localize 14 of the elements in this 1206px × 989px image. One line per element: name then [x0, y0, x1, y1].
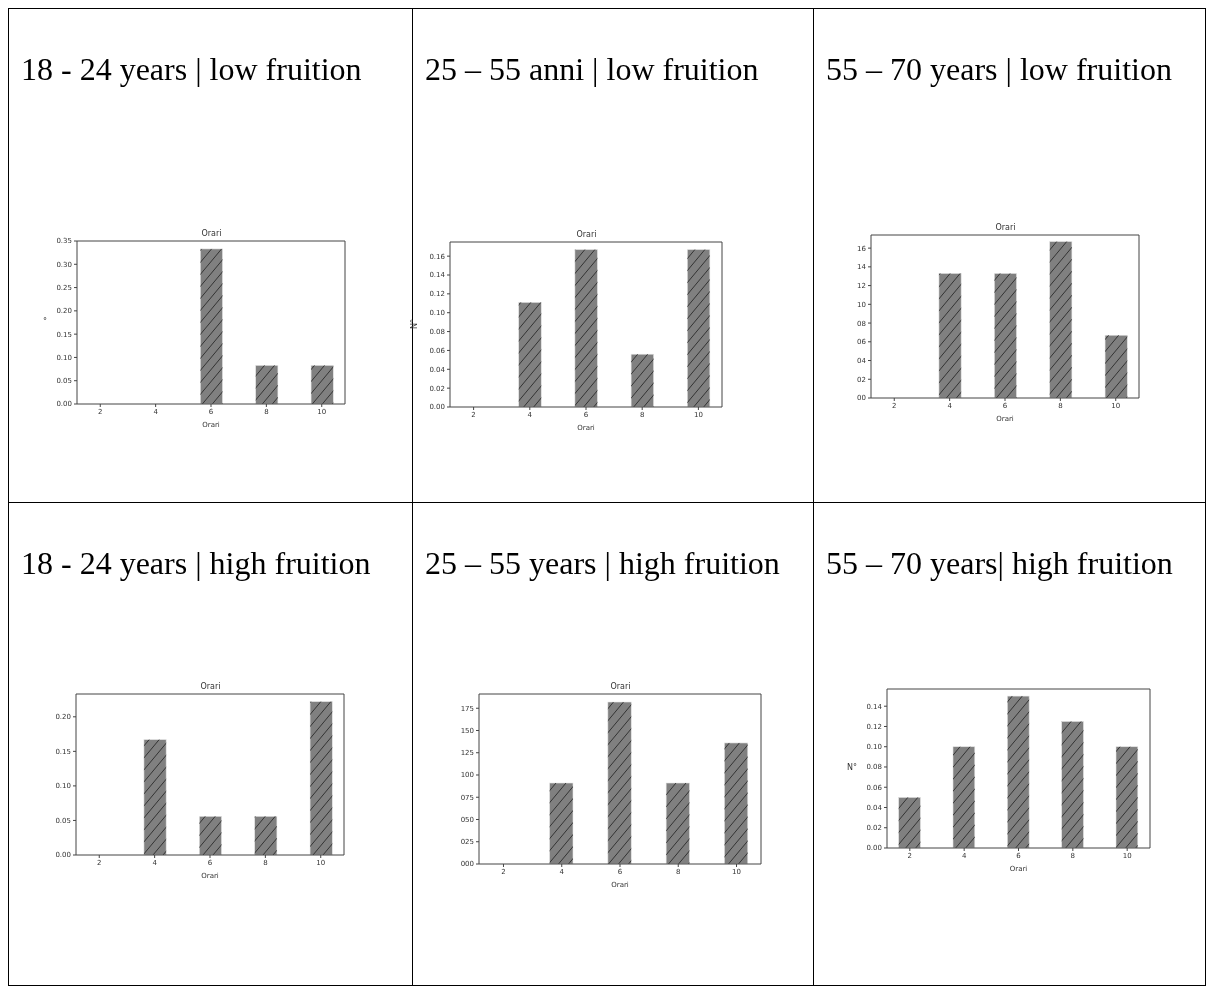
chart-subtitle: Orari [609, 682, 632, 692]
chart-title: 25 – 55 anni | low fruition [425, 51, 759, 87]
chart-title: 18 - 24 years | high fruition [21, 545, 371, 581]
chart-subtitle: Orari [200, 229, 223, 239]
chart-title: 18 - 24 years | low fruition [21, 51, 362, 87]
y-axis-title: N° [409, 319, 420, 329]
chart-subtitle: Orari [199, 682, 222, 692]
y-axis-title: N° [846, 763, 857, 773]
y-axis-title: ° [42, 317, 47, 327]
chart-title: 25 – 55 years | high fruition [425, 545, 780, 581]
chart-title: 55 – 70 years| high fruition [826, 545, 1173, 581]
chart-subtitle: Orari [575, 230, 598, 240]
chart-subtitle: Orari [994, 223, 1017, 233]
chart-title: 55 – 70 years | low fruition [826, 51, 1172, 87]
